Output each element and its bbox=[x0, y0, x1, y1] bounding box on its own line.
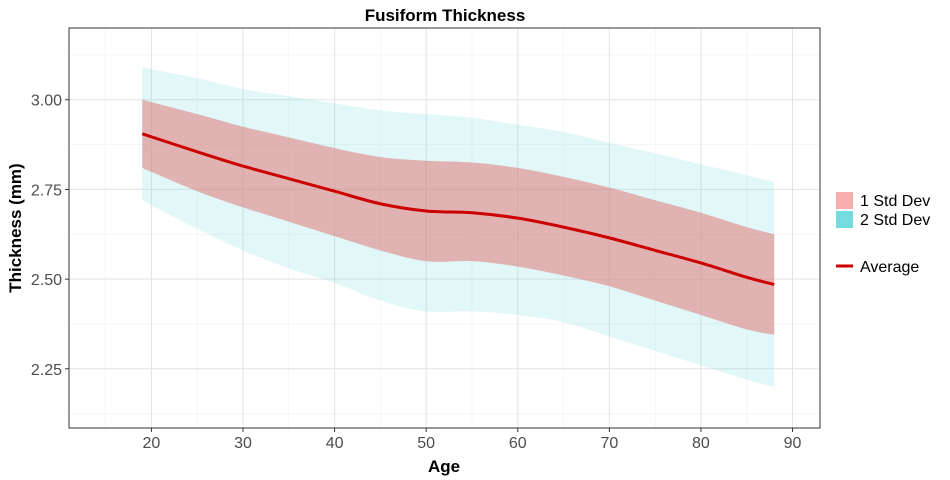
band-1-std-dev bbox=[142, 99, 775, 335]
x-tick-label: 40 bbox=[326, 435, 344, 452]
y-axis-title: Thickness (mm) bbox=[6, 163, 25, 292]
panel-border bbox=[68, 27, 821, 429]
x-axis-title: Age bbox=[428, 457, 460, 476]
x-tick-label: 30 bbox=[234, 435, 252, 452]
lines bbox=[141, 132, 775, 286]
x-tick-label: 70 bbox=[600, 435, 618, 452]
y-tick-label: 2.50 bbox=[31, 272, 62, 289]
y-tick-label: 2.75 bbox=[31, 182, 62, 199]
legend-label-average: Average bbox=[860, 259, 919, 276]
x-tick-label: 60 bbox=[509, 435, 527, 452]
x-tick-label: 50 bbox=[417, 435, 435, 452]
legend-label-1-std-dev: 1 Std Dev bbox=[860, 193, 930, 210]
x-axis-ticks: 20 30 40 50 60 70 80 90 bbox=[143, 428, 802, 452]
legend-key-1-std-dev bbox=[836, 192, 853, 209]
line-average bbox=[141, 132, 775, 286]
legend-label-2-std-dev: 2 Std Dev bbox=[860, 212, 930, 229]
x-tick-label: 20 bbox=[143, 435, 161, 452]
chart-title: Fusiform Thickness bbox=[365, 6, 526, 25]
x-tick-label: 90 bbox=[784, 435, 802, 452]
bands bbox=[142, 67, 775, 387]
x-tick-label: 80 bbox=[692, 435, 710, 452]
y-tick-label: 2.25 bbox=[31, 362, 62, 379]
legend: 1 Std Dev 2 Std Dev Average bbox=[836, 192, 930, 276]
legend-key-2-std-dev bbox=[836, 211, 853, 228]
y-tick-label: 3.00 bbox=[31, 93, 62, 110]
y-axis-ticks: 2.25 2.50 2.75 3.00 bbox=[31, 93, 69, 379]
